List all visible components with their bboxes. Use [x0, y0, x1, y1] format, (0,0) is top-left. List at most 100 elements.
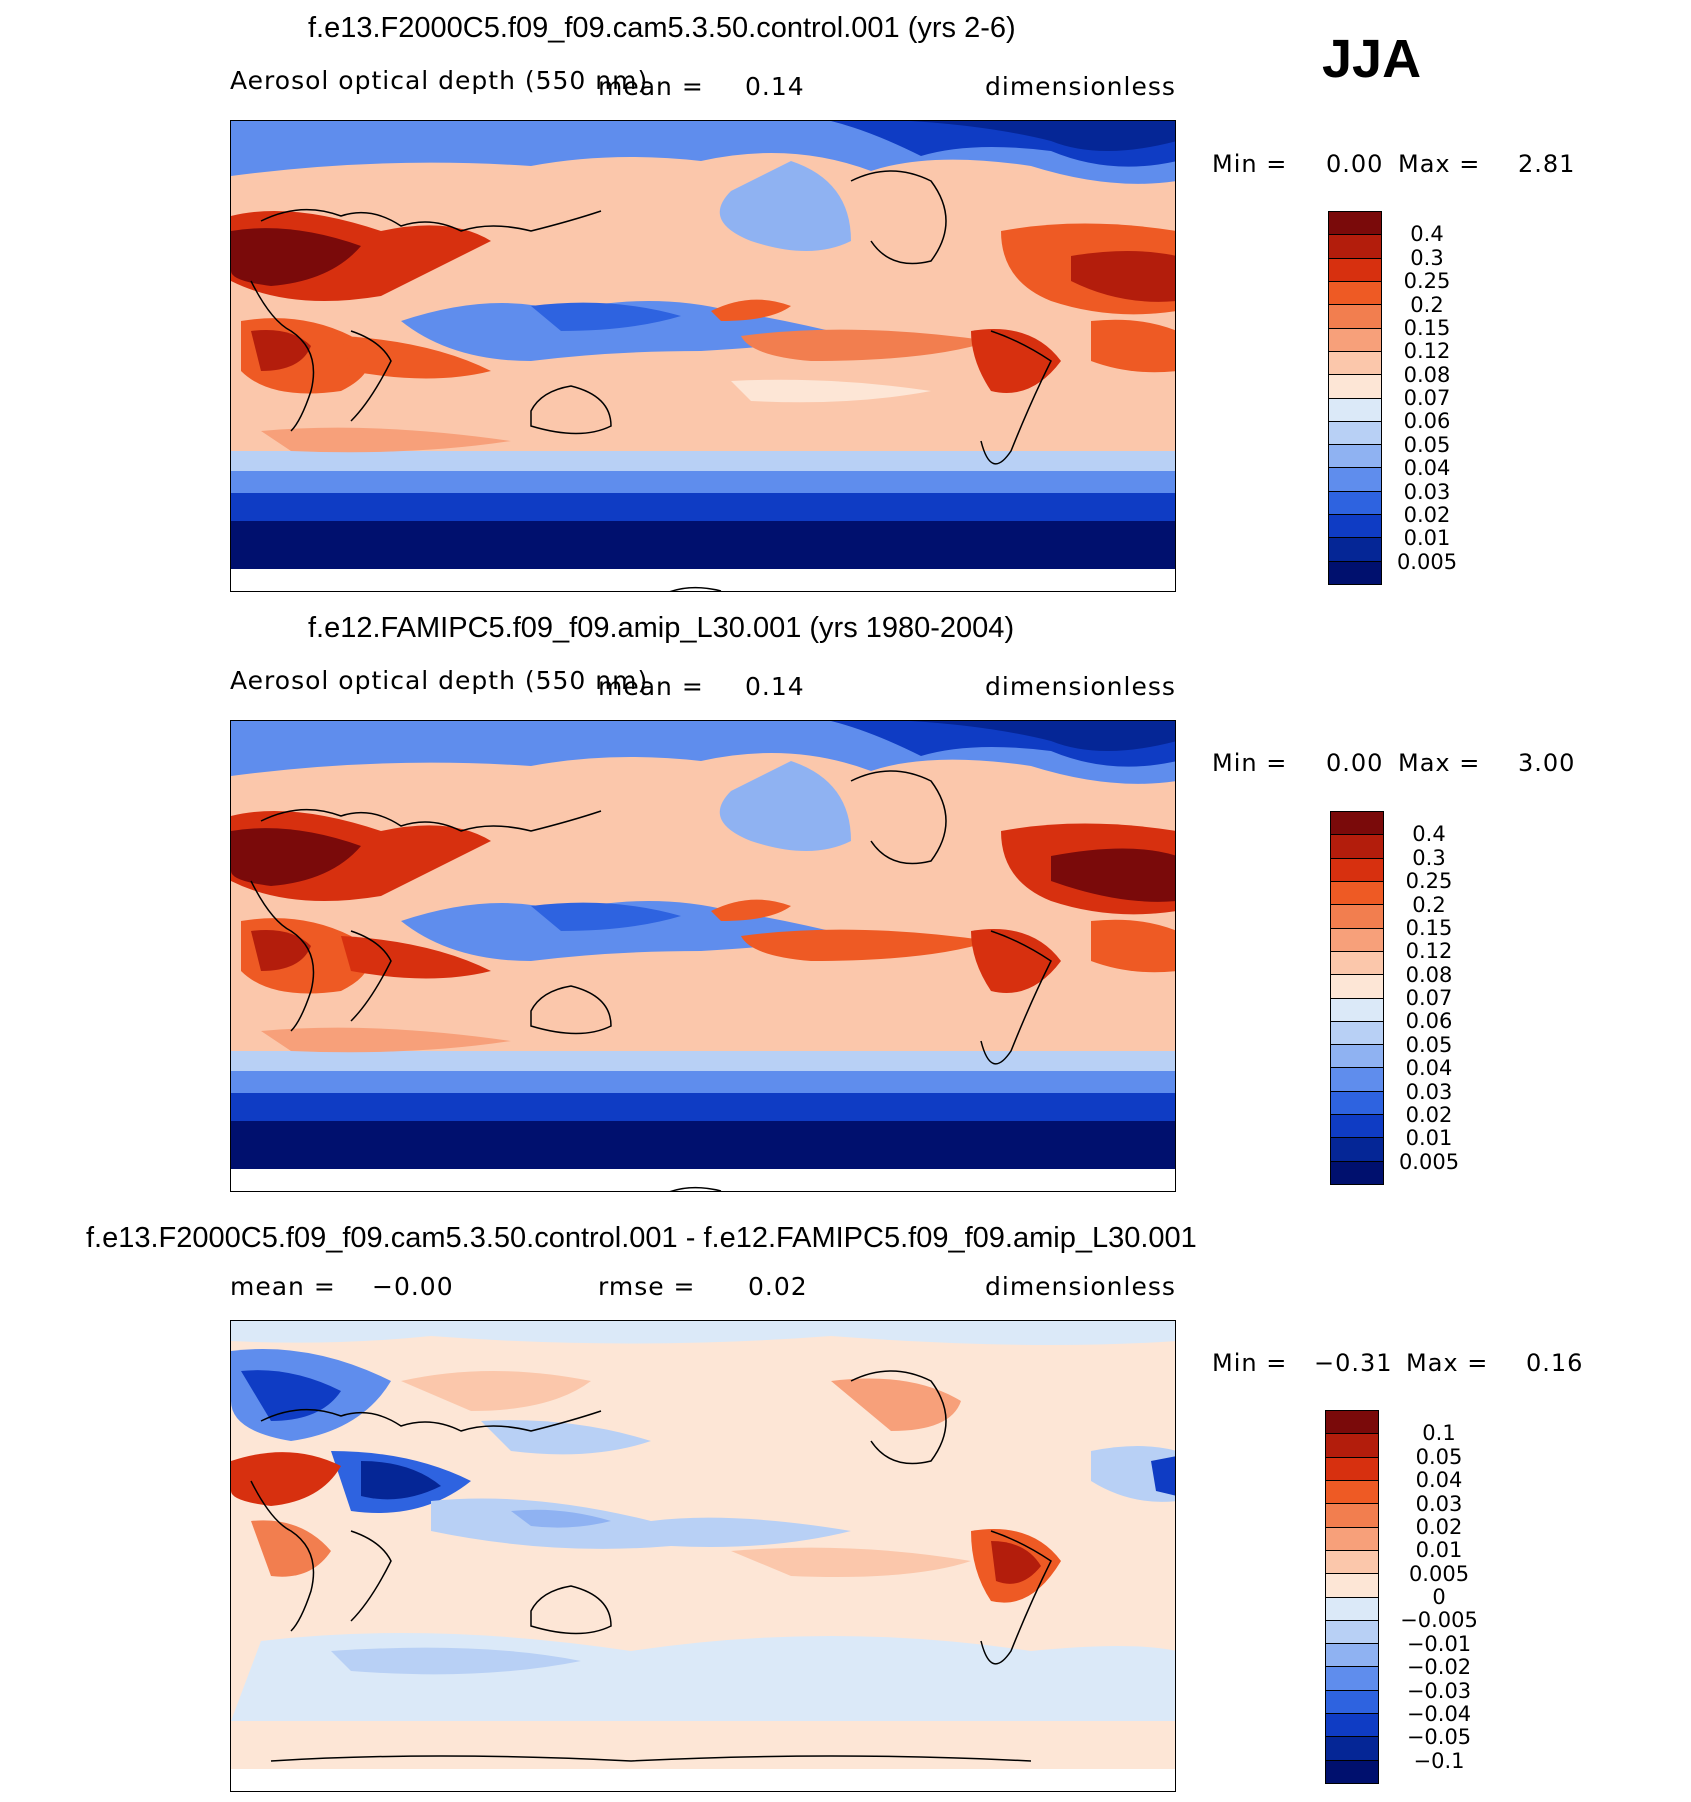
- colorbar-swatch: [1331, 998, 1383, 1022]
- colorbar-swatch: [1331, 835, 1383, 859]
- colorbar-tick-label: 0.4: [1410, 222, 1444, 247]
- colorbar-tick-label: 0.06: [1405, 1009, 1453, 1034]
- panel-1-title: f.e13.F2000C5.f09_f09.cam5.3.50.control.…: [308, 12, 1016, 44]
- panel-3-rmse-value: 0.02: [748, 1272, 808, 1301]
- panel-1-mean-label: mean =: [598, 72, 704, 101]
- colorbar-tick-label: 0.25: [1405, 869, 1453, 894]
- colorbar-swatch: [1326, 1574, 1378, 1598]
- colorbar-tick-label: 0.01: [1415, 1538, 1463, 1563]
- panel-1-units: dimensionless: [985, 72, 1176, 101]
- colorbar-swatch: [1331, 951, 1383, 976]
- colorbar-tick-label: 0.005: [1398, 1149, 1460, 1174]
- colorbar-tick-label: 0.3: [1412, 845, 1446, 870]
- colorbar-tick-label: 0.15: [1403, 315, 1451, 340]
- colorbar-swatch: [1331, 1161, 1383, 1184]
- colorbar-tick-label: 0.02: [1403, 502, 1451, 527]
- colorbar-tick-label: 0.005: [1396, 549, 1458, 574]
- panel-2-min-label: Min =: [1212, 749, 1288, 777]
- panel-2-mean-value: 0.14: [745, 672, 805, 701]
- colorbar-swatch: [1329, 515, 1381, 539]
- colorbar-swatch: [1331, 905, 1383, 929]
- colorbar-swatch: [1326, 1411, 1378, 1435]
- panel-1-map: [230, 120, 1176, 592]
- panel-3-title: f.e13.F2000C5.f09_f09.cam5.3.50.control.…: [86, 1222, 1197, 1254]
- panel-3-map: [230, 1320, 1176, 1792]
- panel-2-max-label: Max =: [1398, 749, 1481, 777]
- colorbar-swatch: [1331, 881, 1383, 906]
- colorbar-tick-label: −0.02: [1406, 1655, 1472, 1680]
- colorbar-tick-label: 0.07: [1403, 386, 1451, 410]
- colorbar-tick-label: 0.05: [1403, 432, 1451, 457]
- colorbar-tick-label: −0.01: [1406, 1631, 1472, 1656]
- colorbar-swatch: [1329, 421, 1381, 446]
- panel-2-colorbar-labels: 0.4 0.3 0.25 0.2 0.15 0.12 0.08 0.07 0.06 0.05 0.0…: [1384, 811, 1474, 1185]
- panel-1-colorbar-labels: 0.4 0.3 0.25 0.2 0.15 0.12 0.08 0.07 0.06 0.05 0.0…: [1382, 211, 1472, 585]
- panel-3-max-value: 0.16: [1526, 1349, 1584, 1377]
- panel-2-title: f.e12.FAMIPC5.f09_f09.amip_L30.001 (yrs …: [308, 612, 1015, 644]
- colorbar-tick-label: 0.01: [1405, 1126, 1453, 1151]
- panel-2-map: [230, 720, 1176, 1192]
- colorbar-tick-label: 0.3: [1410, 245, 1444, 270]
- colorbar-swatch: [1329, 258, 1381, 282]
- colorbar-swatch: [1326, 1760, 1378, 1783]
- colorbar-tick-label: 0.25: [1403, 269, 1451, 294]
- colorbar-swatch: [1329, 281, 1381, 306]
- colorbar-swatch: [1329, 538, 1381, 562]
- colorbar-tick-label: 0.2: [1410, 292, 1444, 317]
- colorbar-swatch: [1326, 1737, 1378, 1761]
- colorbar-swatch: [1326, 1550, 1378, 1575]
- colorbar-tick-label: 0.01: [1403, 526, 1451, 551]
- colorbar-tick-label: 0.04: [1403, 456, 1451, 481]
- panel-3-min-value: −0.31: [1314, 1349, 1393, 1377]
- colorbar-tick-label: 0.03: [1415, 1491, 1463, 1516]
- panel-1-min-label: Min =: [1212, 150, 1288, 178]
- colorbar-tick-label: 0.05: [1405, 1032, 1453, 1057]
- colorbar-swatch: [1331, 1021, 1383, 1046]
- colorbar-swatch: [1329, 468, 1381, 492]
- panel-1-max-label: Max =: [1398, 150, 1481, 178]
- panel-2-max-value: 3.00: [1518, 749, 1576, 777]
- colorbar-swatch: [1329, 328, 1381, 352]
- colorbar-swatch: [1326, 1690, 1378, 1715]
- colorbar-swatch: [1326, 1667, 1378, 1691]
- colorbar-tick-label: 0.12: [1403, 339, 1451, 364]
- colorbar-swatch: [1329, 398, 1381, 422]
- panel-1-min-value: 0.00: [1326, 150, 1384, 178]
- panel-1-colorbar: [1328, 211, 1382, 585]
- panel-2-variable-label: Aerosol optical depth (550 nm): [230, 666, 649, 695]
- colorbar-tick-label: 0.08: [1403, 362, 1451, 387]
- colorbar-tick-label: 0.4: [1412, 822, 1446, 847]
- colorbar-swatch: [1331, 1068, 1383, 1092]
- colorbar-swatch: [1326, 1527, 1378, 1551]
- colorbar-swatch: [1326, 1434, 1378, 1458]
- colorbar-tick-label: 0.12: [1405, 939, 1453, 964]
- colorbar-tick-label: −0.1: [1413, 1748, 1465, 1773]
- colorbar-tick-label: 0.005: [1408, 1561, 1470, 1586]
- panel-1-mean-value: 0.14: [745, 72, 805, 101]
- colorbar-tick-label: −0.005: [1400, 1608, 1478, 1633]
- colorbar-swatch: [1326, 1620, 1378, 1645]
- colorbar-swatch: [1326, 1480, 1378, 1505]
- panel-3-colorbar: [1325, 1410, 1379, 1784]
- panel-2-units: dimensionless: [985, 672, 1176, 701]
- panel-3-rmse-label: rmse =: [598, 1272, 696, 1301]
- colorbar-swatch: [1331, 858, 1383, 882]
- colorbar-tick-label: 0.15: [1405, 915, 1453, 940]
- panel-2-min-value: 0.00: [1326, 749, 1384, 777]
- colorbar-swatch: [1326, 1504, 1378, 1528]
- colorbar-tick-label: −0.05: [1406, 1725, 1472, 1750]
- colorbar-tick-label: 0.05: [1415, 1444, 1463, 1469]
- colorbar-swatch: [1329, 351, 1381, 376]
- colorbar-tick-label: −0.04: [1406, 1701, 1472, 1726]
- colorbar-tick-label: 0: [1432, 1585, 1446, 1609]
- colorbar-tick-label: 0.02: [1405, 1102, 1453, 1127]
- panel-3-mean-value: −0.00: [372, 1272, 454, 1301]
- colorbar-swatch: [1329, 235, 1381, 259]
- colorbar-swatch: [1326, 1644, 1378, 1668]
- panel-3-min-label: Min =: [1212, 1349, 1288, 1377]
- colorbar-swatch: [1326, 1597, 1378, 1621]
- colorbar-tick-label: 0.1: [1422, 1421, 1456, 1446]
- panel-2-mean-label: mean =: [598, 672, 704, 701]
- colorbar-swatch: [1329, 445, 1381, 469]
- colorbar-swatch: [1331, 1115, 1383, 1139]
